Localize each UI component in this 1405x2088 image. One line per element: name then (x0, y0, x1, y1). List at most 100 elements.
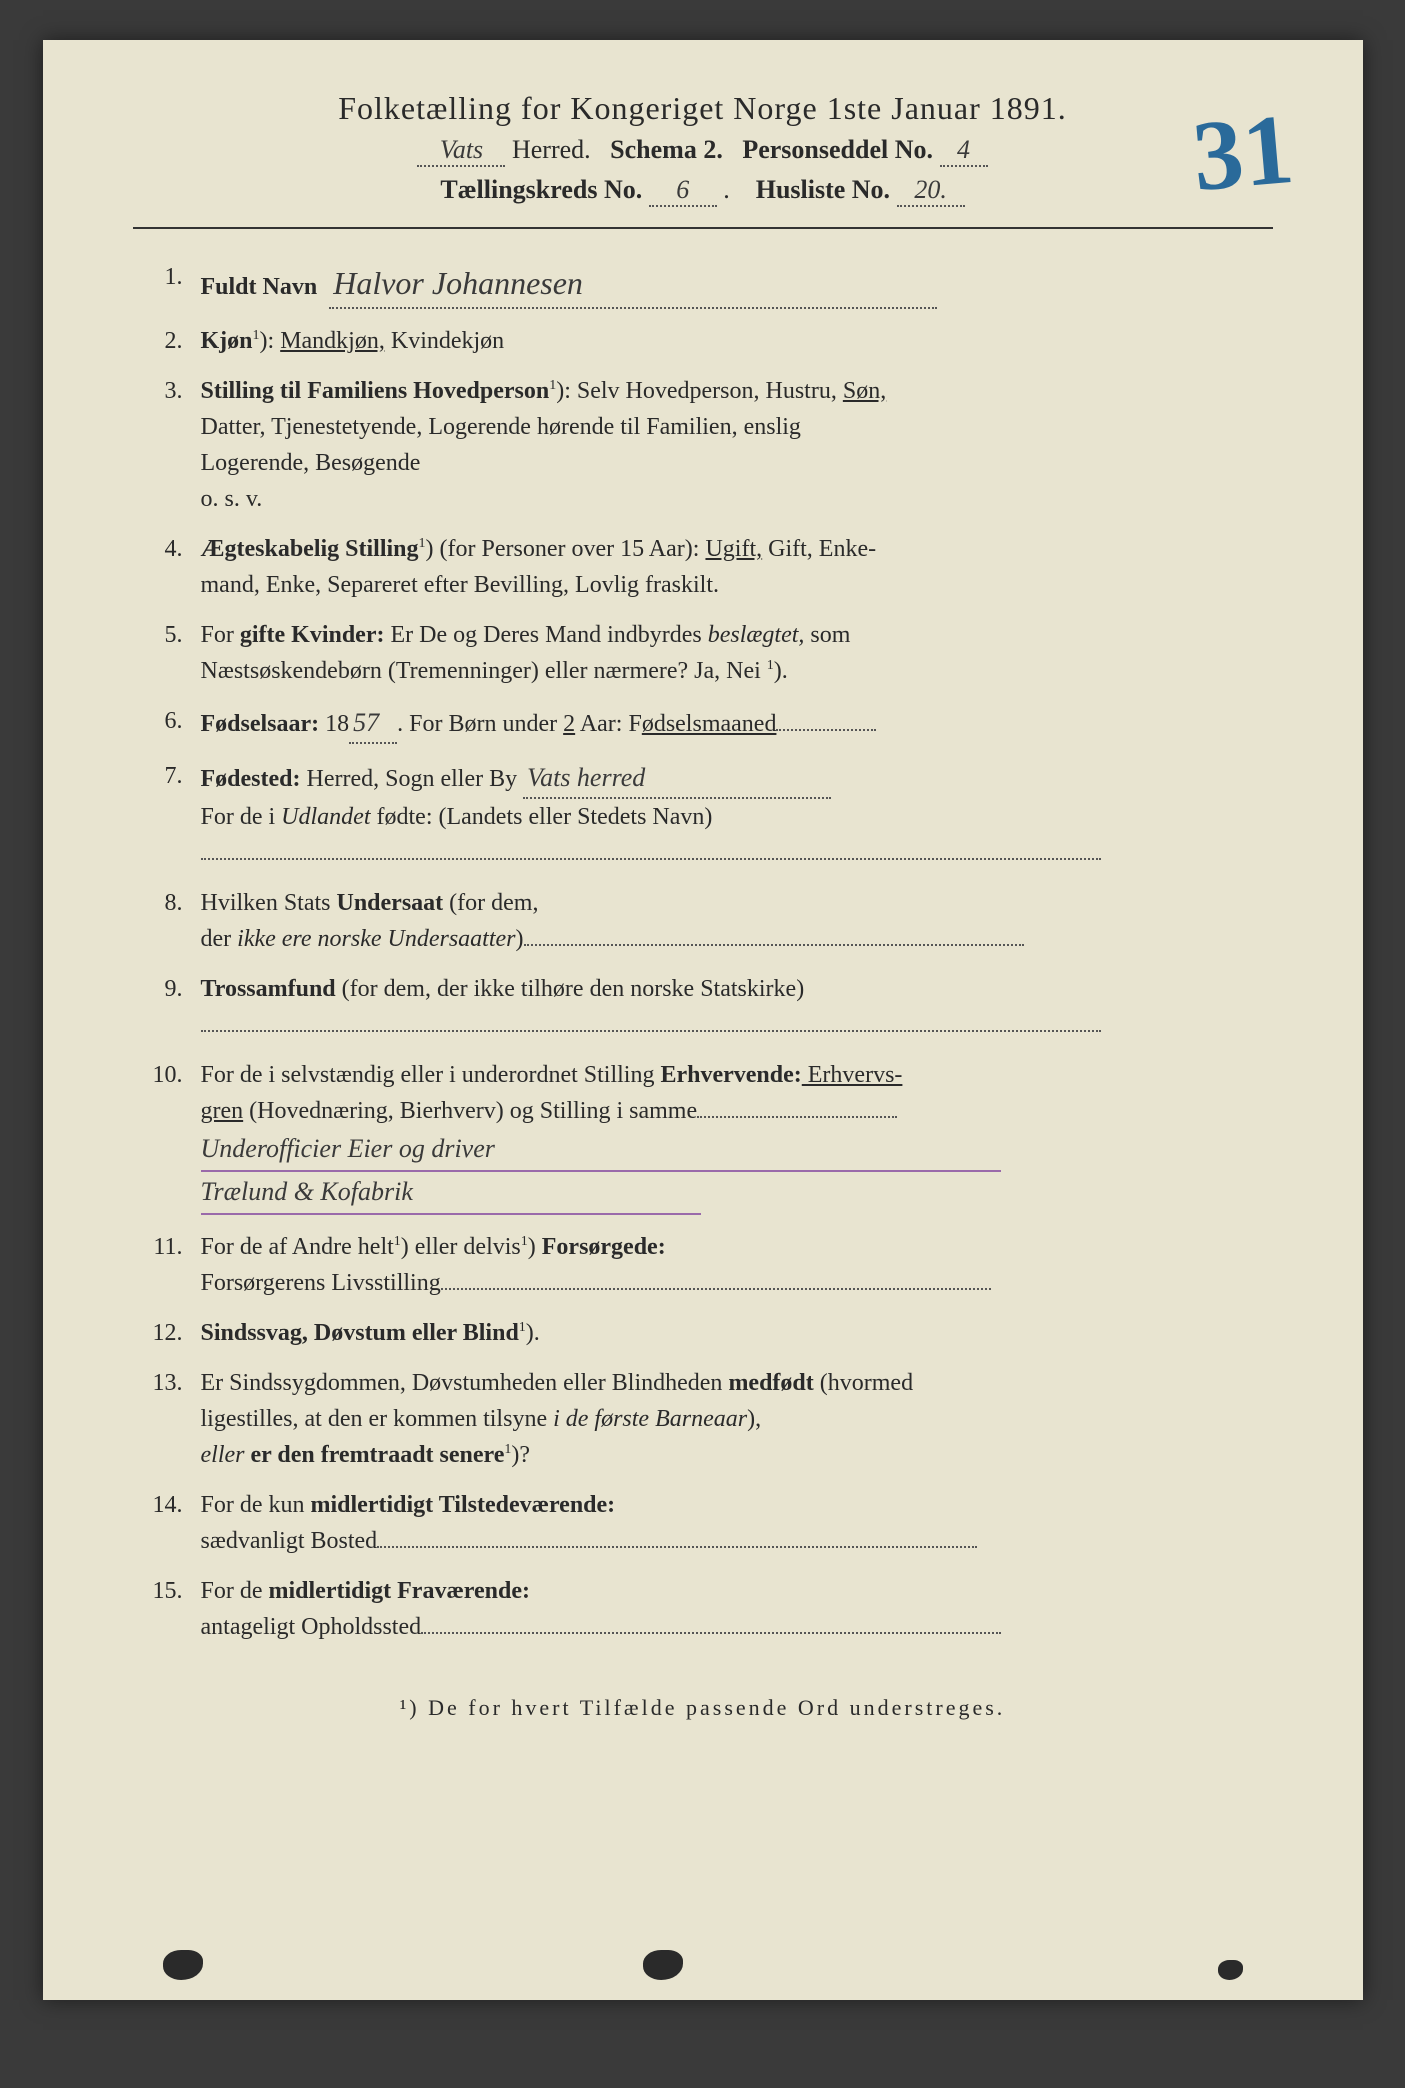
header-line-3: Tællingskreds No. 6 . Husliste No. 20. (133, 175, 1273, 207)
hw1: Underofficier Eier og driver (201, 1129, 1001, 1172)
item-num: 9. (133, 971, 201, 1043)
corner-annotation: 31 (1188, 91, 1298, 214)
l3b: er den fremtraadt senere (244, 1442, 504, 1468)
item-num: 8. (133, 885, 201, 957)
line2: Næstsøskendebørn (Tremenninger) eller næ… (201, 658, 767, 684)
name-value: Halvor Johannesen (329, 259, 937, 309)
item-num: 12. (133, 1315, 201, 1351)
item-9: 9. Trossamfund (for dem, der ikke tilhør… (133, 971, 1273, 1043)
herred-value: Vats (417, 135, 505, 167)
l1rest: (for dem, (443, 890, 538, 916)
pre: Er Sindssygdommen, Døvstumheden eller Bl… (201, 1370, 729, 1396)
rest: For Børn under (403, 711, 563, 737)
item-7: 7. Fødested: Herred, Sogn eller By Vats … (133, 758, 1273, 871)
census-form-page: 31 Folketælling for Kongeriget Norge 1st… (43, 40, 1363, 2000)
pre: For de kun (201, 1492, 311, 1518)
ital: beslægtet, (708, 622, 805, 648)
l2r: (Hovednæring, Bierhverv) og Stilling i s… (243, 1098, 697, 1124)
opt-mandkjon: Mandkjøn, (280, 328, 385, 354)
item-13: 13. Er Sindssygdommen, Døvstumheden elle… (133, 1365, 1273, 1473)
pre: For (201, 622, 240, 648)
rest: (for dem, der ikke tilhøre den norske St… (336, 976, 805, 1002)
label-stilling: Stilling til Familiens Hovedperson (201, 378, 550, 404)
year-hw: 57 (349, 703, 397, 744)
bold: Trossamfund (201, 976, 336, 1002)
bold: gifte Kvinder: (240, 622, 385, 648)
label-kjon: Kjøn (201, 328, 253, 354)
rest: Gift, Enke- (762, 536, 876, 562)
schema-label: Schema 2. (610, 135, 723, 164)
rest2: som (804, 622, 850, 648)
item-num: 14. (133, 1487, 201, 1559)
rest: Herred, Sogn eller By (300, 766, 517, 792)
line2: mand, Enke, Separeret efter Bevilling, L… (201, 572, 720, 598)
item-12: 12. Sindssvag, Døvstum eller Blind1). (133, 1315, 1273, 1351)
opts-line2: Datter, Tjenestetyende, Logerende hørend… (201, 414, 801, 440)
kreds-value: 6 (649, 175, 717, 207)
rest2: Aar: F (575, 711, 642, 737)
l2pre: der (201, 926, 238, 952)
rest: Er De og Deres Mand indbyrdes (384, 622, 707, 648)
item-num: 7. (133, 758, 201, 871)
l2r: ), (747, 1406, 761, 1432)
personseddel-label: Personseddel No. (742, 135, 933, 164)
item-num: 2. (133, 323, 201, 359)
pre: For de (201, 1578, 269, 1604)
u1: Erhvervs- (802, 1062, 903, 1088)
pre: For de i selvstændig eller i underordnet… (201, 1062, 661, 1088)
item-num: 13. (133, 1365, 201, 1473)
pre: For de af Andre helt (201, 1234, 394, 1260)
main-title: Folketælling for Kongeriget Norge 1ste J… (133, 90, 1273, 127)
kreds-label: Tællingskreds No. (440, 175, 642, 204)
ink-spot (643, 1950, 683, 1980)
opt-ugift: Ugift, (705, 536, 762, 562)
herred-label: Herred. (512, 135, 591, 164)
l2ital: ikke ere norske Undersaatter (237, 926, 515, 952)
label-aegte: Ægteskabelig Stilling (201, 536, 419, 562)
l2pre: For de i (201, 804, 282, 830)
under: ødselsmaaned (642, 711, 777, 737)
paren: (for Personer over 15 Aar): (434, 536, 706, 562)
l3r: ? (519, 1442, 530, 1468)
opt-son: Søn, (843, 378, 886, 404)
fodested-hw: Vats herred (523, 758, 831, 799)
ink-spot (163, 1950, 203, 1980)
husliste-value: 20. (897, 175, 965, 207)
opts-line1: Selv Hovedperson, Hustru, (577, 378, 843, 404)
mid: eller delvis (409, 1234, 521, 1260)
b1: Erhvervende: (660, 1062, 801, 1088)
item-11: 11. For de af Andre helt1) eller delvis1… (133, 1229, 1273, 1301)
personseddel-value: 4 (940, 135, 988, 167)
item-1: 1. Fuldt Navn Halvor Johannesen (133, 259, 1273, 309)
year-pre: 18 (319, 711, 349, 737)
l2: sædvanligt Bosted (201, 1528, 378, 1554)
label-fodselsaar: Fødselsaar: (201, 711, 320, 737)
item-num: 15. (133, 1573, 201, 1645)
item-num: 1. (133, 259, 201, 309)
footnote: ¹) De for hvert Tilfælde passende Ord un… (133, 1695, 1273, 1721)
header-line-2: Vats Herred. Schema 2. Personseddel No. … (133, 135, 1273, 167)
item-5: 5. For gifte Kvinder: Er De og Deres Man… (133, 617, 1273, 689)
l2ital: Udlandet (281, 804, 370, 830)
bold: midlertidigt Fraværende: (269, 1578, 531, 1604)
l2p: ligestilles, at den er kommen tilsyne (201, 1406, 554, 1432)
item-num: 10. (133, 1057, 201, 1215)
opt-kvindekjon: Kvindekjøn (391, 328, 504, 354)
item-num: 6. (133, 703, 201, 744)
l2rest: fødte: (Landets eller Stedets Navn) (371, 804, 713, 830)
l1bold: Undersaat (337, 890, 444, 916)
item-10: 10. For de i selvstændig eller i underor… (133, 1057, 1273, 1215)
l2u: gren (201, 1098, 244, 1124)
item-2: 2. Kjøn1): Mandkjøn, Kvindekjøn (133, 323, 1273, 359)
l1pre: Hvilken Stats (201, 890, 337, 916)
item-4: 4. Ægteskabelig Stilling1) (for Personer… (133, 531, 1273, 603)
two: 2 (563, 711, 575, 737)
header-divider (133, 227, 1273, 229)
label-fodested: Fødested: (201, 766, 301, 792)
item-num: 5. (133, 617, 201, 689)
l2: antageligt Opholdssted (201, 1614, 422, 1640)
item-14: 14. For de kun midlertidigt Tilstedevære… (133, 1487, 1273, 1559)
l2: Forsørgerens Livsstilling (201, 1270, 441, 1296)
opts-line4: o. s. v. (201, 486, 263, 512)
item-8: 8. Hvilken Stats Undersaat (for dem, der… (133, 885, 1273, 957)
